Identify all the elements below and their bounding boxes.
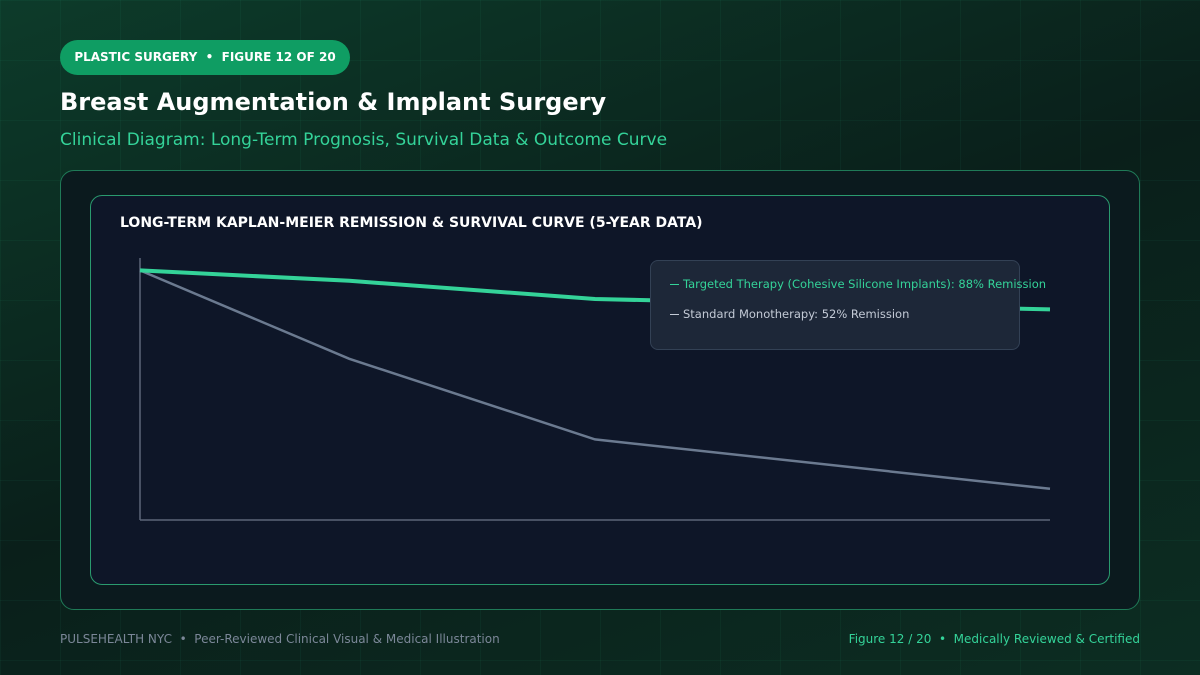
legend-entry: Standard Monotherapy: 52% Remission [670, 307, 909, 321]
series-line [139, 269, 1051, 491]
footer-left: PULSEHEALTH NYC • Peer-Reviewed Clinical… [60, 632, 500, 646]
legend-swatch [670, 313, 679, 316]
title: Breast Augmentation & Implant Surgery [60, 88, 607, 116]
legend-label: Targeted Therapy (Cohesive Silicone Impl… [683, 277, 1047, 291]
legend-entry: Targeted Therapy (Cohesive Silicone Impl… [670, 277, 1046, 291]
legend [650, 260, 1020, 350]
chart-title: LONG-TERM KAPLAN-MEIER REMISSION & SURVI… [120, 215, 703, 231]
legend-label: Standard Monotherapy: 52% Remission [683, 307, 910, 321]
badge: PLASTIC SURGERY • FIGURE 12 OF 20 [60, 40, 350, 75]
legend-swatch [670, 283, 679, 286]
subtitle: Clinical Diagram: Long-Term Prognosis, S… [60, 130, 668, 150]
footer-right: Figure 12 / 20 • Medically Reviewed & Ce… [848, 632, 1140, 646]
